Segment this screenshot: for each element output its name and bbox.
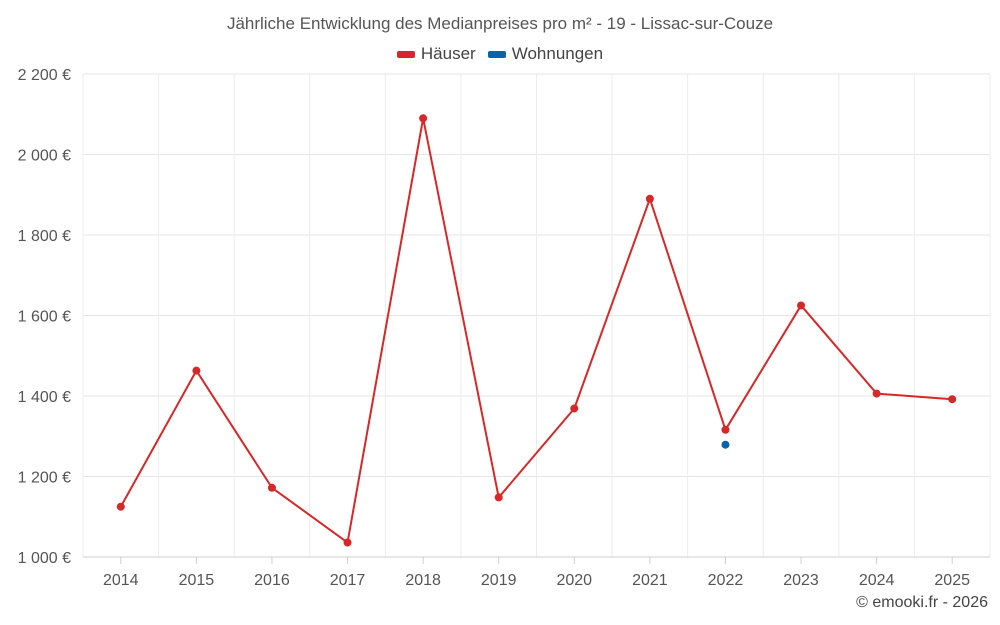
x-tick-label: 2018 [405, 572, 441, 589]
data-point-haeuser[interactable] [419, 114, 428, 123]
y-tick-label: 1 400 € [18, 389, 71, 406]
x-tick-label: 2022 [708, 572, 744, 589]
y-tick-label: 1 600 € [18, 309, 71, 326]
y-tick-label: 1 800 € [18, 228, 71, 245]
data-point-haeuser[interactable] [192, 366, 201, 375]
y-tick-label: 2 000 € [18, 148, 71, 165]
data-point-haeuser[interactable] [267, 483, 276, 492]
series-lines [119, 117, 953, 544]
data-point-haeuser[interactable] [948, 395, 957, 404]
x-tick-label: 2020 [556, 572, 592, 589]
data-point-haeuser[interactable] [797, 301, 806, 310]
data-point-haeuser[interactable] [645, 194, 654, 203]
data-point-haeuser[interactable] [570, 404, 579, 413]
grid-lines [82, 73, 991, 558]
x-tick-label: 2023 [783, 572, 819, 589]
legend-label-haeuser: Häuser [420, 44, 476, 63]
legend-swatch-wohnungen [487, 50, 506, 58]
series-line-haeuser [119, 117, 953, 544]
data-point-haeuser[interactable] [116, 502, 125, 511]
y-tick-label: 2 200 € [18, 67, 71, 84]
x-tick-label: 2016 [254, 572, 290, 589]
legend-entry-wohnungen[interactable]: Wohnungen [487, 44, 604, 64]
x-tick-label: 2024 [859, 572, 895, 589]
x-tick-label: 2025 [934, 572, 970, 589]
x-tick-label: 2015 [179, 572, 215, 589]
data-point-haeuser[interactable] [872, 389, 881, 398]
x-tick-label: 2014 [103, 572, 139, 589]
y-tick-label: 1 000 € [18, 550, 71, 567]
legend-label-wohnungen: Wohnungen [511, 44, 604, 63]
x-tick-label: 2021 [632, 572, 668, 589]
x-tick-label: 2017 [330, 572, 366, 589]
data-point-haeuser[interactable] [343, 538, 352, 547]
series-points [116, 114, 957, 547]
data-point-haeuser[interactable] [494, 493, 503, 502]
chart-title: Jährliche Entwicklung des Medianpreises … [226, 14, 774, 33]
data-point-wohnungen[interactable] [721, 440, 730, 449]
legend-entry-haeuser[interactable]: Häuser [396, 44, 476, 64]
x-axis: 2014 2015 2016 2017 2018 2019 2020 2021 2022 2023… [83, 556, 990, 589]
y-tick-label: 1 200 € [18, 470, 71, 487]
legend-swatch-haeuser [396, 50, 415, 58]
y-axis: 1 000 € 1 200 € 1 400 € 1 600 € 1 800 € 2 000… [18, 67, 71, 567]
data-point-haeuser[interactable] [721, 425, 730, 434]
x-tick-label: 2019 [481, 572, 517, 589]
credit-text: © emooki.fr - 2026 [856, 594, 988, 611]
legend: Häuser Wohnungen [0, 44, 1000, 64]
